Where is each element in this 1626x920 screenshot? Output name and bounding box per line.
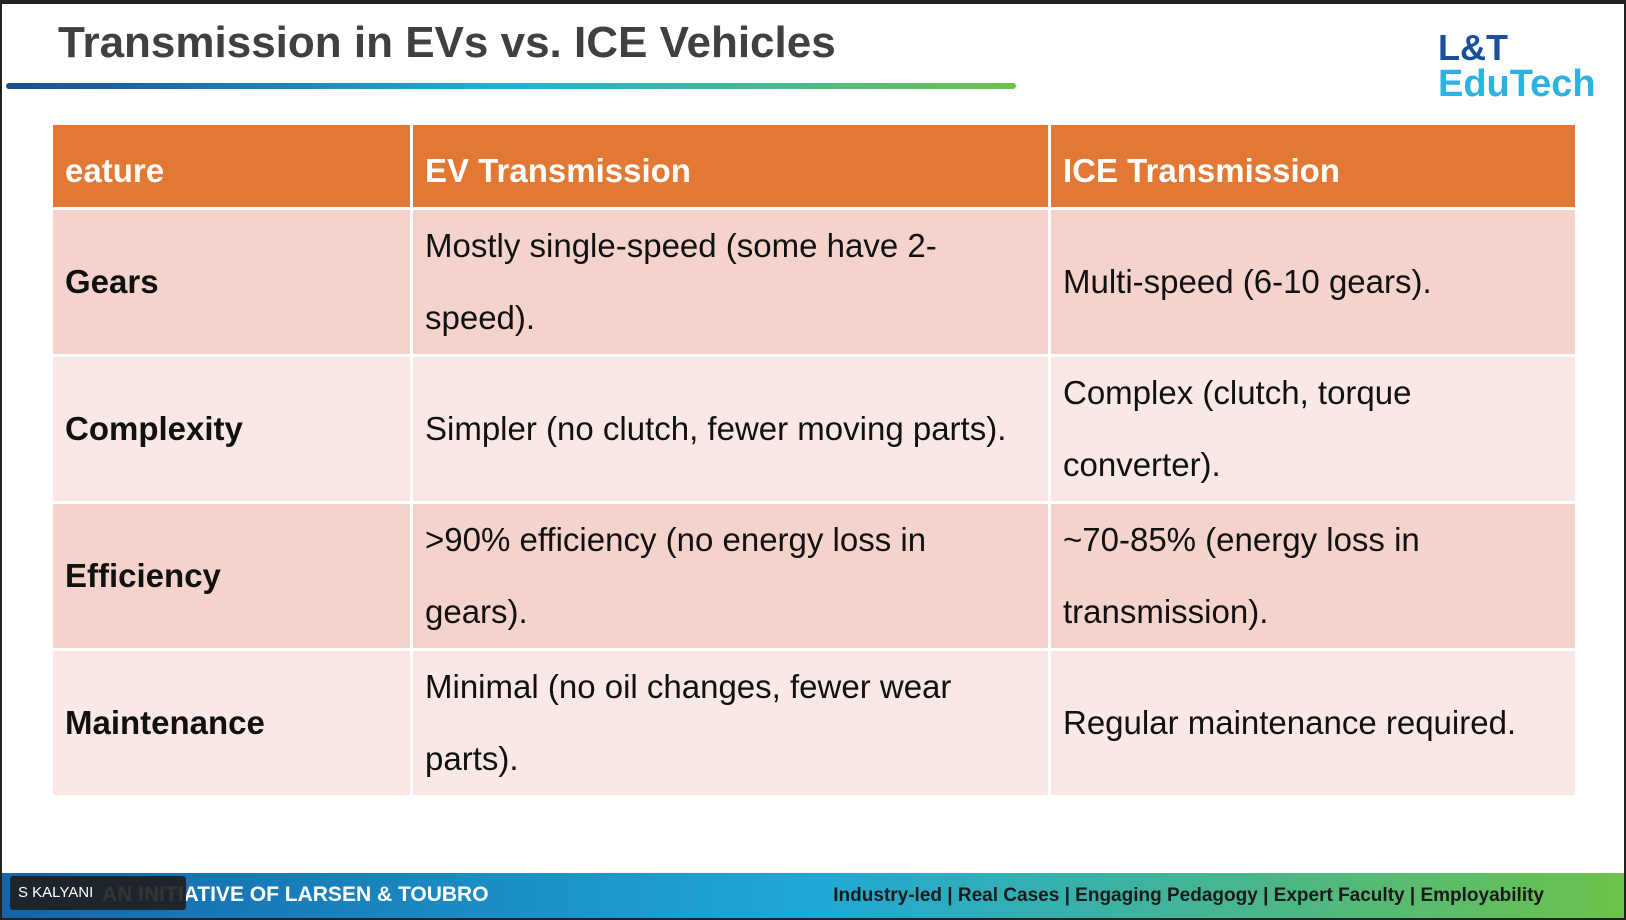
table-cell: Simpler (no clutch, fewer moving parts). <box>410 354 1051 504</box>
logo-line: L&T <box>1438 27 1508 68</box>
column-header: ICE Transmission <box>1048 122 1578 210</box>
participant-name: S KALYANI <box>18 884 94 901</box>
table-cell: >90% efficiency (no energy loss in gears… <box>410 501 1051 651</box>
logo-line: EduTech <box>1438 63 1596 105</box>
column-header: EV Transmission <box>410 122 1051 210</box>
table-row: Complexity Simpler (no clutch, fewer movi… <box>50 354 1578 504</box>
table-cell: ~70-85% (energy loss in transmission). <box>1048 501 1578 651</box>
table-body: Gears Mostly single-speed (some have 2-sp… <box>50 207 1578 798</box>
title: Transmission in EVs vs. ICE Vehicles <box>58 18 836 67</box>
table-cell: Mostly single-speed (some have 2-speed). <box>410 207 1051 357</box>
table-row: Gears Mostly single-speed (some have 2-sp… <box>50 207 1578 357</box>
participant-badge[interactable]: S KALYANI <box>10 876 186 910</box>
column-header: eature <box>50 122 413 210</box>
footer: AN INITIATIVE OF LARSEN & TOUBRO Industr… <box>2 873 1624 918</box>
title-rule <box>6 83 1016 89</box>
comparison-table: eature EV Transmission ICE Transmission Ge… <box>50 122 1578 798</box>
table-cell: Efficiency <box>50 501 413 651</box>
table-cell: Minimal (no oil changes, fewer wear part… <box>410 648 1051 798</box>
logo: L&T EduTech <box>1438 27 1596 105</box>
table-cell: Regular maintenance required. <box>1048 648 1578 798</box>
table-cell: Complexity <box>50 354 413 504</box>
table-row: Maintenance Minimal (no oil changes, fewe… <box>50 648 1578 798</box>
table-cell: Gears <box>50 207 413 357</box>
table-cell: Multi-speed (6-10 gears). <box>1048 207 1578 357</box>
footer-left: AN INITIATIVE OF LARSEN & TOUBRO <box>102 883 489 906</box>
table-row: Efficiency >90% efficiency (no energy los… <box>50 501 1578 651</box>
table-cell: Maintenance <box>50 648 413 798</box>
table-cell: Complex (clutch, torque converter). <box>1048 354 1578 504</box>
footer-right: Industry-led | Real Cases | Engaging Ped… <box>833 885 1544 906</box>
header-row: eature EV Transmission ICE Transmission <box>50 122 1578 210</box>
